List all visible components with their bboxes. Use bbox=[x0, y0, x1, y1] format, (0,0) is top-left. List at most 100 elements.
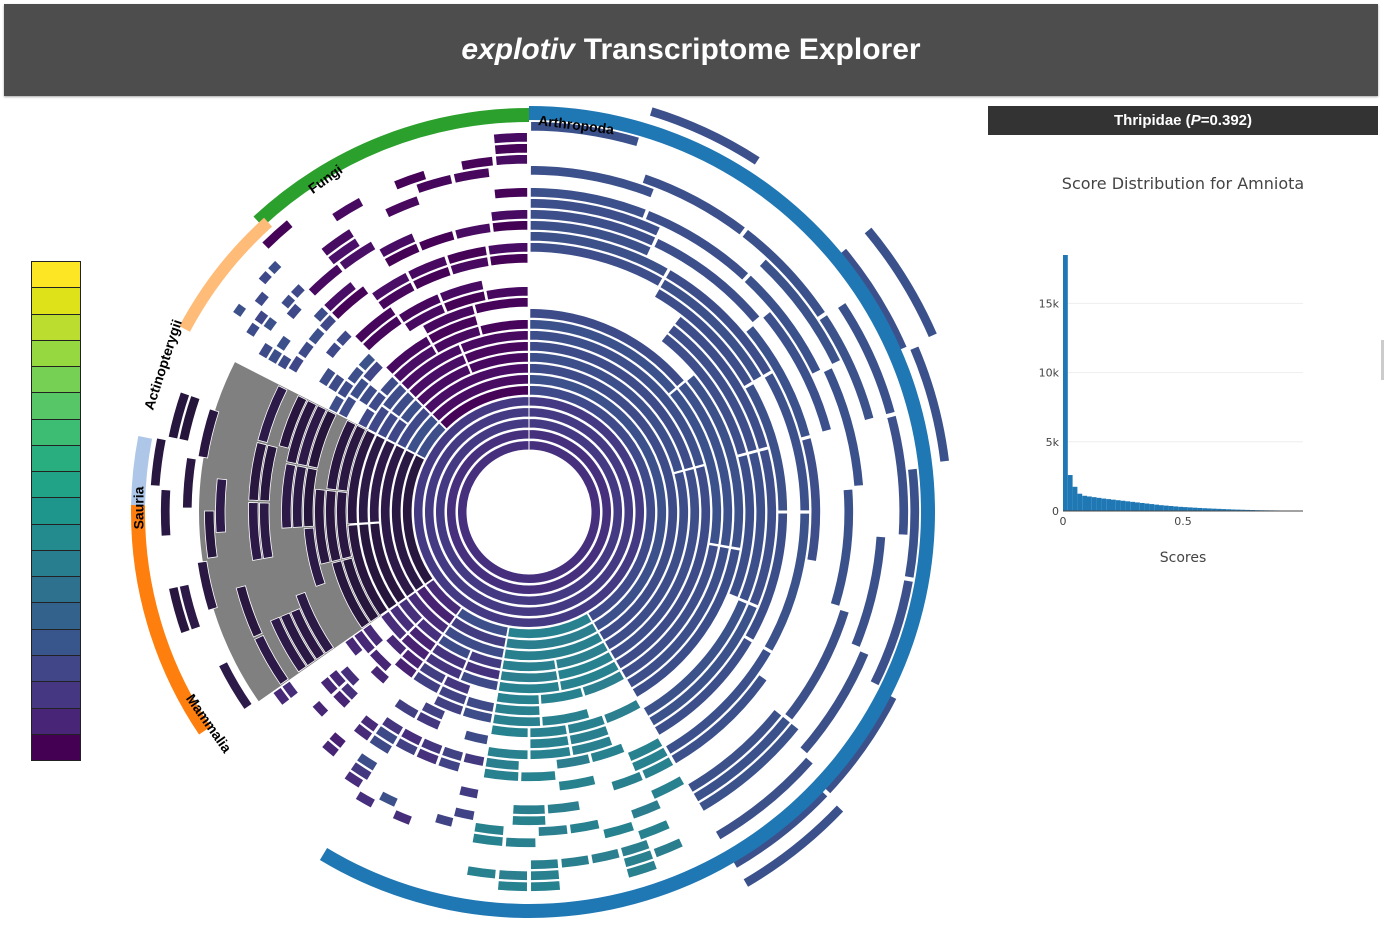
sunburst-segment bbox=[529, 220, 652, 257]
sunburst-segment bbox=[558, 774, 597, 792]
sunburst-segment bbox=[416, 422, 447, 459]
sunburst-segment bbox=[530, 165, 655, 199]
sunburst-segment bbox=[332, 689, 352, 709]
histogram-y-tick: 5k bbox=[1046, 436, 1060, 449]
sunburst-segment bbox=[461, 706, 493, 724]
sunburst-segment bbox=[331, 196, 365, 223]
sunburst-segment bbox=[415, 747, 440, 766]
sunburst-chart[interactable]: ArthropodaFungiActinopterygiiSauriaMamma… bbox=[0, 100, 980, 930]
sunburst-segment bbox=[471, 832, 504, 847]
sunburst-segment bbox=[763, 372, 810, 512]
sunburst-segment bbox=[307, 409, 337, 469]
sunburst-segment bbox=[336, 379, 355, 399]
sunburst-segment bbox=[501, 659, 557, 672]
sunburst-segment bbox=[541, 708, 591, 727]
sunburst-segment bbox=[327, 373, 346, 394]
sunburst-segment bbox=[369, 439, 396, 523]
sunburst-segment bbox=[473, 821, 505, 836]
sunburst-segment bbox=[259, 502, 274, 560]
histogram-bar bbox=[1077, 493, 1083, 511]
sunburst-segment bbox=[493, 132, 528, 145]
sunburst-segment bbox=[335, 329, 353, 348]
sunburst-segment bbox=[262, 315, 279, 333]
sunburst-segment bbox=[412, 265, 452, 291]
sunburst-segment bbox=[494, 143, 528, 156]
histogram-bar bbox=[1207, 508, 1212, 511]
sunburst-core-ring bbox=[446, 428, 612, 595]
sunburst-segment bbox=[437, 756, 462, 773]
score-histogram[interactable]: 0 5k 10k 15k 0 0.5 Scores bbox=[1000, 230, 1366, 575]
sunburst-segment bbox=[420, 737, 444, 756]
sunburst-segment bbox=[620, 544, 719, 679]
sunburst-segment bbox=[357, 407, 376, 429]
sunburst-segment bbox=[660, 333, 748, 456]
histogram-y-tick: 10k bbox=[1039, 367, 1060, 380]
sunburst-segment bbox=[446, 245, 488, 265]
histogram-bar bbox=[1202, 508, 1207, 511]
sunburst-segment bbox=[581, 670, 626, 697]
sunburst-segment bbox=[287, 354, 305, 374]
sunburst-segment bbox=[382, 383, 408, 411]
sunburst-segment bbox=[494, 702, 541, 716]
sunburst-segment bbox=[369, 522, 407, 604]
sunburst-segment bbox=[742, 804, 845, 888]
legend-swatch bbox=[32, 682, 80, 709]
sunburst-segment bbox=[836, 301, 896, 416]
legend-swatch bbox=[32, 603, 80, 630]
histogram-bar bbox=[1139, 502, 1145, 511]
sunburst-segment bbox=[380, 444, 416, 598]
sunburst-segment bbox=[641, 756, 675, 780]
sunburst-segment bbox=[728, 454, 755, 598]
sunburst-segment bbox=[285, 302, 303, 321]
sunburst-segment bbox=[546, 800, 581, 815]
legend-swatch bbox=[32, 734, 80, 761]
legend-swatch bbox=[32, 708, 80, 735]
sunburst-segment bbox=[418, 230, 456, 252]
sunburst-segment bbox=[257, 385, 288, 444]
sunburst-segment bbox=[416, 585, 456, 625]
sunburst-segment bbox=[497, 681, 561, 694]
sunburst-segment bbox=[620, 839, 651, 858]
sunburst-segment bbox=[568, 725, 610, 746]
sunburst-segment bbox=[590, 848, 621, 865]
sunburst-segment bbox=[610, 770, 644, 792]
sunburst-segment bbox=[463, 660, 501, 681]
sunburst-segment bbox=[615, 465, 711, 670]
histogram-bar bbox=[1159, 505, 1164, 511]
sunburst-segment bbox=[359, 714, 380, 733]
sunburst-segment bbox=[758, 258, 842, 365]
sunburst-segment bbox=[463, 341, 529, 364]
sunburst-segment bbox=[659, 278, 763, 382]
sunburst-segment bbox=[386, 418, 408, 444]
sunburst-segment bbox=[686, 374, 744, 549]
sunburst-segment bbox=[235, 585, 263, 638]
sunburst-segment bbox=[452, 167, 491, 184]
sunburst-segment bbox=[418, 661, 447, 685]
histogram-bar bbox=[1091, 497, 1097, 511]
sunburst-segment bbox=[738, 451, 766, 603]
sunburst-segment bbox=[486, 746, 529, 760]
sunburst-segment bbox=[427, 315, 479, 345]
sunburst-segment bbox=[503, 632, 604, 661]
sunburst-segment bbox=[402, 454, 434, 585]
histogram-bar bbox=[1082, 495, 1087, 511]
clade-arc-actinopterygii bbox=[179, 217, 273, 332]
app-title: Transcriptome Explorer bbox=[583, 33, 921, 66]
sunburst-segment bbox=[886, 414, 909, 536]
sunburst-segment bbox=[361, 315, 403, 352]
sunburst-segment bbox=[400, 633, 431, 661]
sunburst-segment bbox=[454, 222, 492, 240]
sunburst-segment bbox=[338, 240, 377, 271]
histogram-bar bbox=[1106, 499, 1111, 511]
sunburst-segment bbox=[378, 232, 417, 259]
sunburst-segment bbox=[367, 390, 387, 413]
sunburst-segment bbox=[362, 623, 385, 648]
sunburst-segment bbox=[378, 790, 399, 808]
sunburst-segment bbox=[408, 354, 468, 399]
sunburst-segment bbox=[449, 256, 490, 276]
sunburst-segment bbox=[490, 724, 529, 738]
sunburst-segment bbox=[390, 391, 416, 418]
sunburst-segment bbox=[425, 578, 463, 616]
sunburst-segment bbox=[465, 695, 495, 713]
histogram-bar bbox=[1178, 506, 1183, 511]
